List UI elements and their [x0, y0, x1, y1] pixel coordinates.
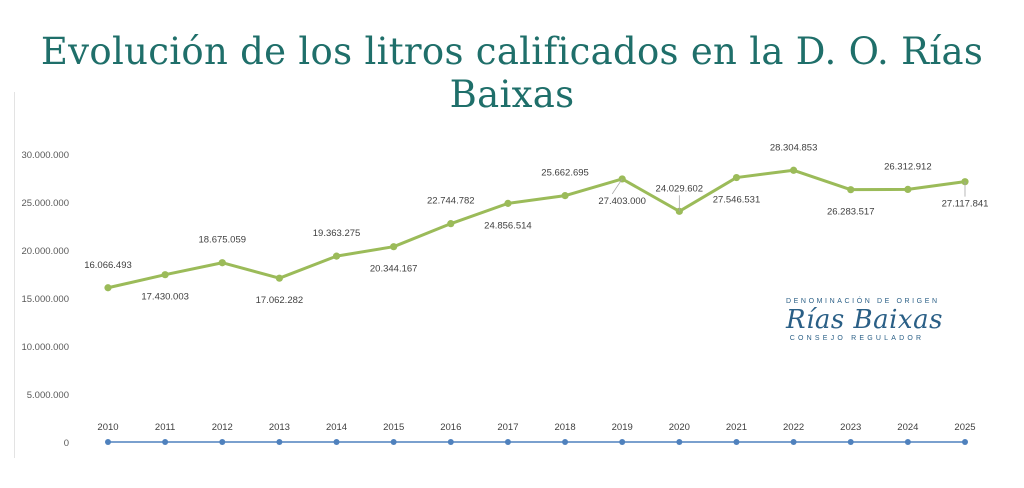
data-label: 19.363.275: [313, 228, 361, 239]
baseline-series-point: [619, 439, 626, 445]
series-point: [218, 259, 226, 267]
x-tick-label: 2017: [497, 422, 518, 433]
data-label: 17.062.282: [256, 295, 304, 306]
baseline-series-point: [847, 439, 854, 445]
logo-top-text: DENOMINACIÓN DE ORIGEN: [786, 298, 940, 305]
rias-baixas-logo: DENOMINACIÓN DE ORIGEN Rías Baixas CONSE…: [786, 298, 943, 342]
baseline-series-point: [105, 439, 111, 445]
series-point: [332, 252, 341, 260]
series-point: [161, 271, 169, 279]
baseline-series-point: [904, 439, 911, 445]
series-point: [447, 220, 455, 228]
data-label: 25.662.695: [541, 168, 589, 179]
y-tick-label: 0: [64, 438, 69, 449]
data-label: 20.344.167: [370, 264, 418, 275]
series-point: [275, 274, 283, 282]
data-label: 16.066.493: [84, 260, 132, 271]
x-tick-label: 2024: [897, 422, 918, 433]
baseline-series-point: [447, 439, 454, 445]
data-label: 28.304.853: [770, 142, 818, 153]
series-point: [732, 173, 741, 182]
x-tick-label: 2016: [440, 422, 461, 433]
data-label: 26.312.912: [884, 161, 932, 172]
series-point: [790, 166, 798, 174]
series-point: [618, 175, 626, 183]
chart-title: Evolución de los litros calificados en l…: [40, 30, 984, 116]
data-label-leader: [611, 178, 623, 195]
x-tick-label: 2025: [954, 422, 975, 433]
data-label: 17.430.003: [141, 292, 189, 303]
baseline-series-point: [276, 439, 283, 445]
baseline-series-point: [790, 439, 797, 445]
series-point: [904, 185, 912, 193]
data-label: 18.675.059: [198, 235, 246, 246]
x-tick-label: 2021: [726, 422, 747, 433]
x-tick-label: 2020: [669, 422, 690, 433]
baseline-series-point: [219, 439, 226, 445]
x-tick-label: 2015: [383, 422, 404, 433]
baseline-series-point: [562, 439, 569, 445]
y-tick-label: 15.000.000: [21, 294, 69, 305]
baseline-series-point: [162, 439, 169, 445]
series-line: [107, 168, 966, 290]
baseline-series-point: [733, 439, 740, 445]
x-tick-label: 2014: [326, 422, 347, 433]
x-tick-label: 2019: [612, 422, 633, 433]
data-label: 22.744.782: [427, 196, 475, 207]
series-point: [104, 284, 112, 292]
x-tick-label: 2022: [783, 422, 804, 433]
logo-brand: Rías Baixas: [786, 305, 943, 335]
baseline-series-point: [676, 439, 683, 445]
x-tick-label: 2011: [155, 422, 175, 433]
y-tick-label: 30.000.000: [21, 150, 69, 161]
baseline-series-point: [962, 439, 968, 445]
x-tick-label: 2010: [97, 422, 118, 433]
data-label: 24.029.602: [656, 183, 704, 194]
y-tick-label: 5.000.000: [27, 390, 69, 401]
data-label: 27.403.000: [598, 196, 646, 207]
x-tick-label: 2013: [269, 422, 290, 433]
series-point: [504, 199, 512, 207]
y-tick-label: 25.000.000: [21, 198, 69, 209]
baseline-series-point: [333, 439, 340, 445]
x-tick-label: 2012: [212, 422, 233, 433]
baseline-series-point: [504, 439, 511, 445]
x-tick-label: 2023: [840, 422, 861, 433]
chart-frame-edge: [14, 92, 15, 458]
baseline-series-point: [390, 439, 397, 445]
x-tick-label: 2018: [554, 422, 575, 433]
data-label: 26.283.517: [827, 207, 875, 218]
logo-bottom-text: CONSEJO REGULADOR: [789, 335, 925, 342]
data-label: 24.856.514: [484, 220, 532, 231]
y-tick-label: 20.000.000: [21, 246, 69, 257]
data-label: 27.117.841: [942, 199, 989, 210]
series-point: [847, 186, 855, 194]
series-point: [390, 243, 398, 251]
y-tick-label: 10.000.000: [21, 342, 69, 353]
series-point: [561, 192, 569, 200]
data-label: 27.546.531: [713, 195, 761, 206]
